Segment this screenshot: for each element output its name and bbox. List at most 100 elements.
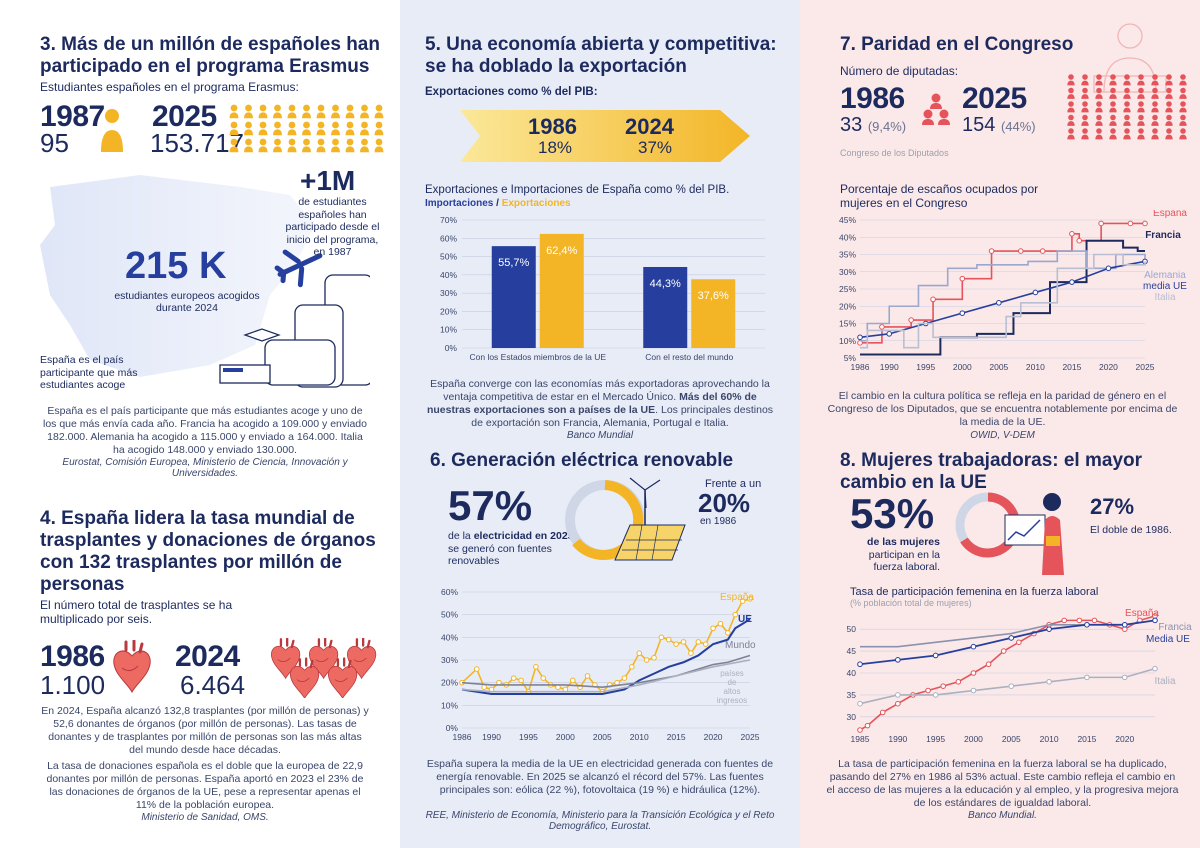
diputadas-year-2025: 2025 (962, 82, 1027, 115)
labor-line-chart: 30 35 40 45 50 1985 1990 1995 2000 2005 2010 2015 20… (847, 608, 1193, 744)
person-icon (331, 121, 340, 136)
transplant-value-2024: 6.464 (180, 670, 246, 700)
heart-organ-icon (328, 657, 358, 698)
data-point (1121, 674, 1128, 681)
section-5-paragraph: España converge con las economías más ex… (425, 378, 775, 430)
person-icon (1151, 114, 1159, 126)
person-icon (1137, 114, 1145, 126)
person-icon (258, 121, 268, 136)
series-label: España (1125, 608, 1159, 619)
congreso-note: Congreso de los Diputados (840, 148, 949, 158)
person-icon (1067, 128, 1075, 140)
person-icon (1179, 87, 1187, 99)
data-point (518, 677, 524, 684)
data-point (739, 598, 746, 604)
person-icon (1081, 128, 1089, 140)
person-icon (1151, 74, 1159, 86)
person-icon (1081, 74, 1089, 86)
section-4-paragraph-2: La tasa de donaciones española es el dob… (46, 760, 364, 811)
data-point (732, 611, 739, 618)
y-tick-label: 40 (847, 668, 857, 678)
data-point (1069, 279, 1075, 285)
renewables-text-a: de la (448, 530, 474, 542)
bar (539, 233, 584, 348)
y-tick-label: 45 (847, 646, 857, 656)
y-tick-label: 30% (440, 288, 457, 298)
person-icon (1165, 87, 1173, 99)
women-27-figure: 27% (1090, 494, 1135, 519)
data-point (932, 652, 939, 659)
data-point (1069, 231, 1075, 237)
person-icon (229, 138, 239, 153)
section-7-paragraph: El cambio en la cultura política se refl… (827, 390, 1178, 428)
person-icon (273, 138, 282, 153)
exports-value-2024: 37% (638, 138, 673, 157)
bar (491, 246, 536, 348)
data-point (1046, 626, 1052, 632)
renewables-text-c: se generó con fuentes renovables (448, 542, 552, 568)
people-grid-icon (229, 104, 384, 153)
section-8-title: 8. Mujeres trabajadoras: el mayor cambio… (840, 450, 1143, 493)
section-3-paragraph: España es el país participante que más e… (43, 405, 367, 456)
data-point (1046, 678, 1052, 685)
section-5-paragraph-a: España converge con las economías más ex… (430, 378, 770, 403)
series-line (859, 667, 1156, 705)
x-tick-label: 2005 (1002, 734, 1021, 744)
section-5-subtitle: Exportaciones como % del PIB: (425, 86, 598, 98)
series-label: Francia (1145, 230, 1181, 241)
diputadas-pct-1986: (9,4%) (867, 119, 907, 134)
y-tick-label: 50 (847, 624, 857, 634)
y-tick-label: 35 (847, 690, 857, 700)
x-tick-label: 2005 (989, 362, 1008, 372)
data-point (930, 296, 936, 303)
person-icon (345, 104, 355, 119)
series-label: Mundo (725, 640, 756, 651)
series-line (461, 618, 751, 695)
x-tick-label: 2000 (556, 732, 575, 742)
y-tick-label: 10% (839, 336, 856, 346)
x-tick-label: 2025 (1136, 362, 1155, 372)
y-tick-label: 20% (441, 678, 458, 688)
x-tick-label: 2020 (1099, 362, 1118, 372)
data-point (1142, 220, 1148, 227)
series-line (461, 659, 751, 693)
series-label: media UE (1143, 281, 1187, 292)
congress-line-chart: 5% 10% 15% 20% 25% 30% 35% 40% 45% 1986 1990 1995 20… (839, 210, 1187, 372)
data-point (629, 664, 635, 670)
section-5-source: Banco Mundial (566, 430, 634, 441)
x-tick-label: 1990 (888, 734, 907, 744)
person-icon (229, 104, 239, 119)
y-tick-label: 15% (839, 319, 856, 329)
y-tick-label: 10% (441, 700, 458, 710)
x-tick-label: 2015 (1062, 362, 1081, 372)
series-label: ingresos (717, 696, 747, 705)
heart-organ-icon (113, 640, 151, 694)
column-women: 7. Paridad en el Congreso Número de dipu… (800, 0, 1200, 848)
person-icon (101, 109, 123, 152)
renewables-57-figure: 57% (448, 482, 533, 529)
data-point (1152, 665, 1158, 672)
data-point (895, 700, 901, 707)
person-icon (316, 104, 326, 119)
erasmus-year-2025: 2025 (152, 100, 217, 133)
bar (643, 266, 688, 348)
data-point (925, 687, 931, 694)
data-point (584, 673, 591, 679)
erasmus-year-1987: 1987 (40, 100, 105, 133)
y-tick-label: 40% (440, 270, 457, 280)
frente-year: en 1986 (700, 516, 737, 527)
column-exports-renewables: 5. Una economía abierta y competitiva: s… (400, 0, 800, 848)
data-point (540, 675, 547, 681)
legend-importaciones: Importaciones (425, 198, 494, 209)
labor-chart-subtitle: (% población total de mujeres) (850, 598, 972, 608)
data-point (940, 683, 947, 689)
x-tick-label: 2010 (630, 732, 649, 742)
bar-value-label: 55,7% (498, 257, 529, 269)
section-7-source: OWID, V-DEM (970, 430, 1035, 441)
y-tick-label: 40% (839, 232, 856, 242)
person-icon (302, 138, 311, 153)
data-point (955, 678, 962, 685)
data-point (1032, 289, 1039, 296)
bar (691, 279, 736, 348)
frente-label: Frente a un (705, 478, 762, 490)
